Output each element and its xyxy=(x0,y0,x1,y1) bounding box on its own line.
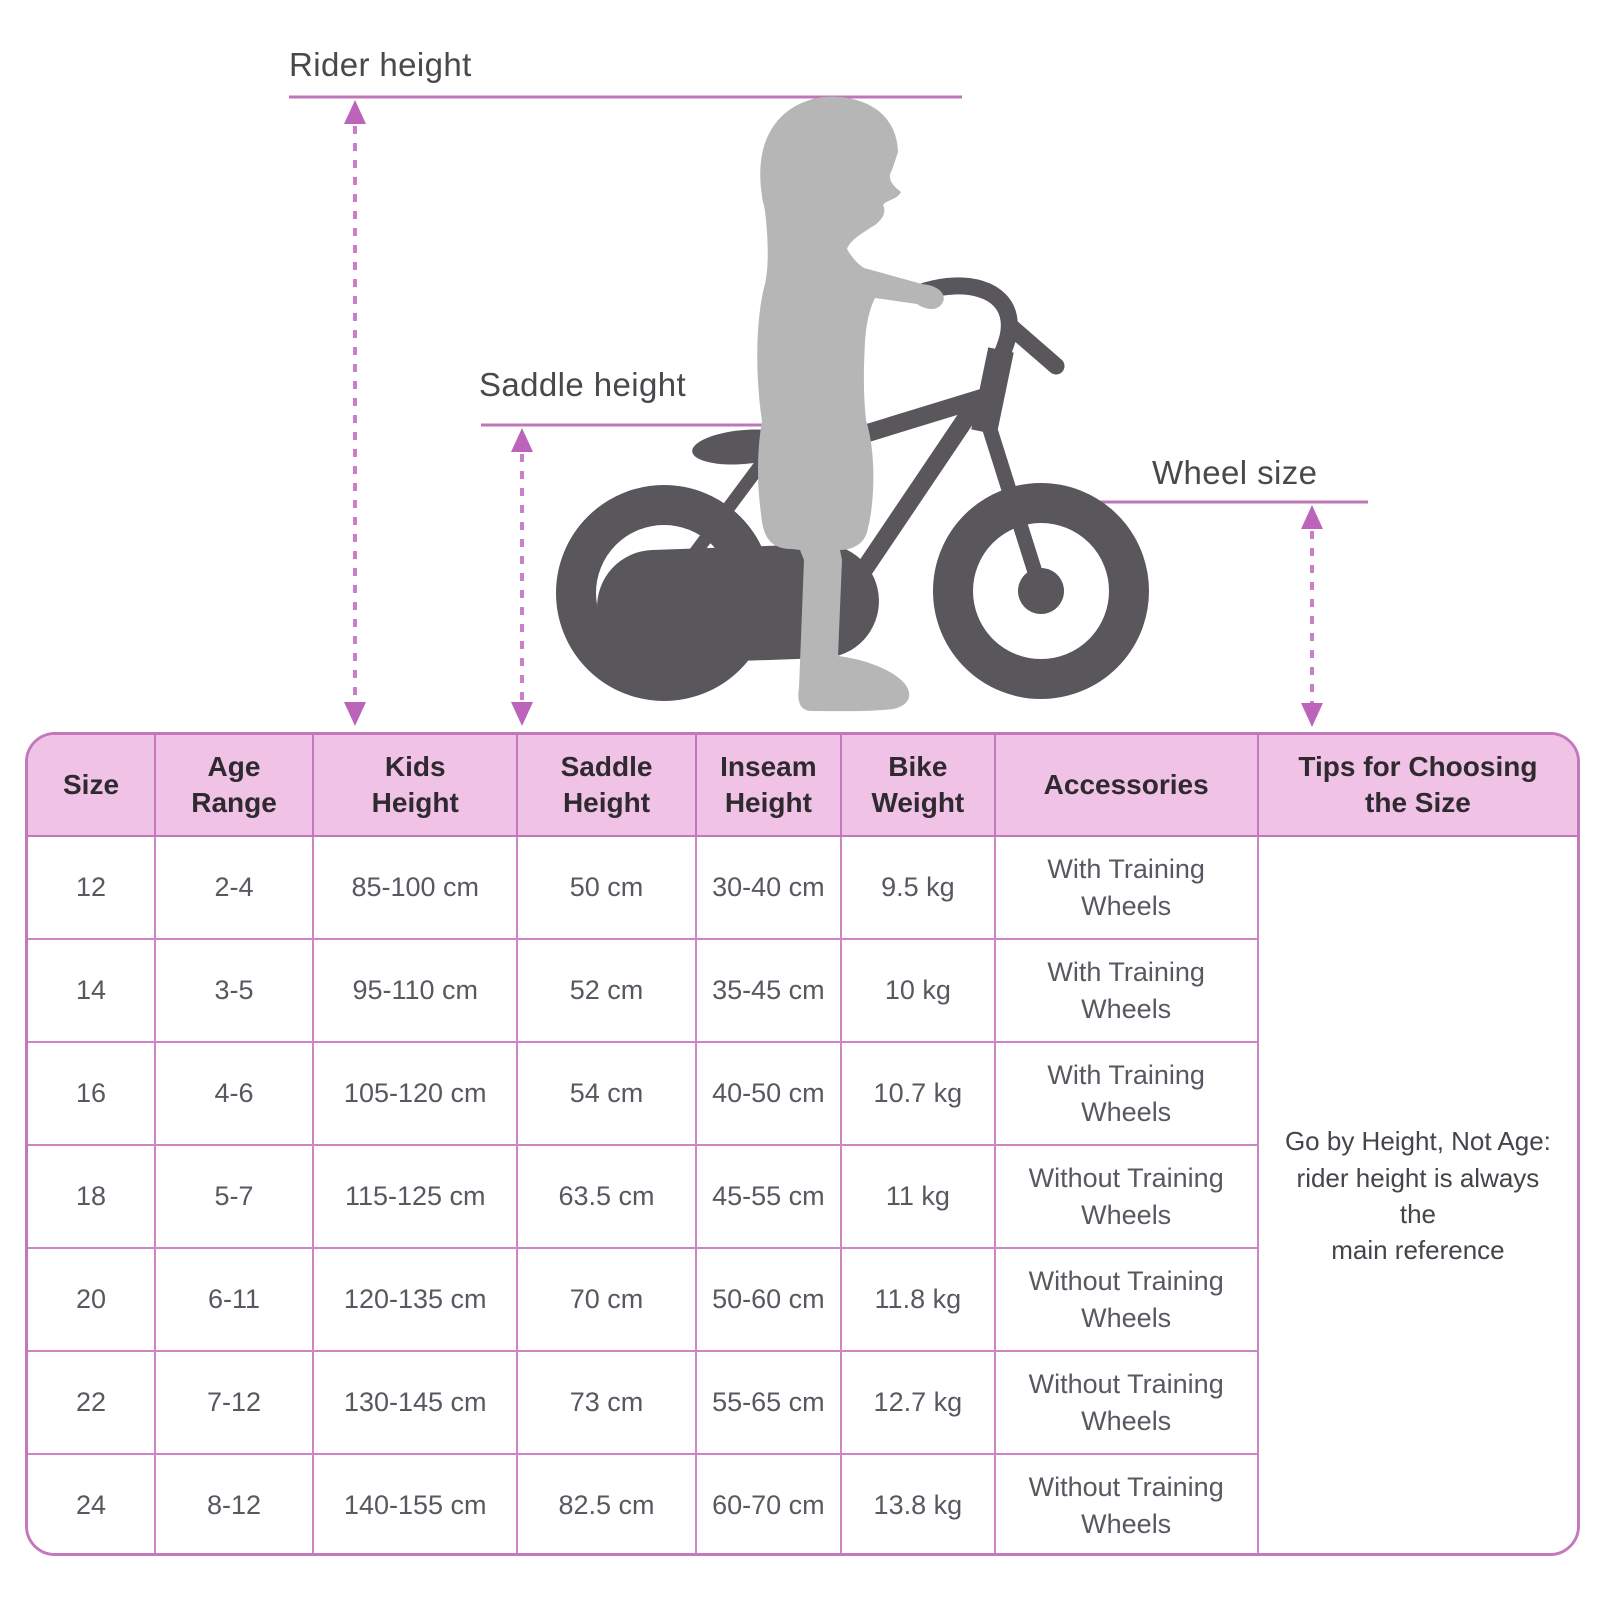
table-row: 20 6-11 120-135 cm 70 cm 50-60 cm 11.8 k… xyxy=(28,1247,1577,1352)
header-row: Size Age Range Kids Height Saddle Height… xyxy=(28,735,1577,837)
child-and-bike-illustration xyxy=(289,95,1368,727)
handlebar-grip xyxy=(1001,317,1065,375)
front-fork xyxy=(979,417,1049,594)
saddle-height-arrow xyxy=(511,428,533,726)
inseam-cell: 30-40 cm xyxy=(694,835,843,940)
size-cell: 20 xyxy=(28,1247,157,1352)
table-row: 18 5-7 115-125 cm 63.5 cm 45-55 cm 11 kg… xyxy=(28,1144,1577,1249)
col-header-saddle-height: Saddle Height xyxy=(516,735,697,837)
down-tube xyxy=(843,396,985,595)
saddle-cell: 50 cm xyxy=(516,835,697,940)
inseam-cell: 40-50 cm xyxy=(694,1041,843,1146)
size-cell: 22 xyxy=(28,1350,157,1455)
kids-height-cell: 95-110 cm xyxy=(311,938,519,1043)
child-silhouette xyxy=(757,96,944,712)
rider-height-label: Rider height xyxy=(289,46,472,83)
inseam-cell: 45-55 cm xyxy=(694,1144,843,1249)
accessories-cell: With Training Wheels xyxy=(993,938,1259,1043)
kids-height-cell: 130-145 cm xyxy=(311,1350,519,1455)
wheel-size-label: Wheel size xyxy=(1152,454,1318,491)
front-wheel xyxy=(933,483,1149,699)
kids-height-cell: 105-120 cm xyxy=(311,1041,519,1146)
size-cell: 18 xyxy=(28,1144,157,1249)
kids-height-cell: 85-100 cm xyxy=(311,835,519,940)
saddle-cell: 70 cm xyxy=(516,1247,697,1352)
size-cell: 12 xyxy=(28,835,157,940)
age-cell: 2-4 xyxy=(154,835,314,940)
accessories-cell: With Training Wheels xyxy=(993,1041,1259,1146)
weight-cell: 11 kg xyxy=(840,1144,996,1249)
weight-cell: 11.8 kg xyxy=(840,1247,996,1352)
table-row: 14 3-5 95-110 cm 52 cm 35-45 cm 10 kg Wi… xyxy=(28,938,1577,1043)
rider-height-arrow xyxy=(344,100,366,726)
handlebar xyxy=(916,277,1018,371)
saddle-height-label: Saddle height xyxy=(479,366,687,403)
size-cell: 14 xyxy=(28,938,157,1043)
pedal xyxy=(645,648,707,700)
col-header-accessories: Accessories xyxy=(993,735,1259,837)
saddle-cell: 73 cm xyxy=(516,1350,697,1455)
tips-cell: Go by Height, Not Age: rider height is a… xyxy=(1256,835,1577,1553)
accessories-cell: With Training Wheels xyxy=(993,835,1259,940)
weight-cell: 12.7 kg xyxy=(840,1350,996,1455)
age-cell: 7-12 xyxy=(154,1350,314,1455)
size-cell: 24 xyxy=(28,1453,157,1553)
table-row: 22 7-12 130-145 cm 73 cm 55-65 cm 12.7 k… xyxy=(28,1350,1577,1455)
age-cell: 5-7 xyxy=(154,1144,314,1249)
inseam-cell: 55-65 cm xyxy=(694,1350,843,1455)
col-header-tips: Tips for Choosing the Size xyxy=(1256,735,1577,837)
inseam-cell: 50-60 cm xyxy=(694,1247,843,1352)
age-cell: 3-5 xyxy=(154,938,314,1043)
size-chart: Size Age Range Kids Height Saddle Height… xyxy=(28,735,1577,1553)
saddle-cell: 52 cm xyxy=(516,938,697,1043)
weight-cell: 10 kg xyxy=(840,938,996,1043)
weight-cell: 9.5 kg xyxy=(840,835,996,940)
col-header-inseam-height: Inseam Height xyxy=(694,735,843,837)
saddle-cell: 63.5 cm xyxy=(516,1144,697,1249)
inseam-cell: 60-70 cm xyxy=(694,1453,843,1553)
kids-height-cell: 115-125 cm xyxy=(311,1144,519,1249)
col-header-kids-height: Kids Height xyxy=(311,735,519,837)
accessories-cell: Without Training Wheels xyxy=(993,1453,1259,1553)
size-chart-table: Size Age Range Kids Height Saddle Height… xyxy=(25,732,1580,1556)
col-header-age-range: Age Range xyxy=(154,735,314,837)
weight-cell: 10.7 kg xyxy=(840,1041,996,1146)
col-header-size: Size xyxy=(28,735,157,837)
age-cell: 6-11 xyxy=(154,1247,314,1352)
bike-silhouette xyxy=(556,277,1149,701)
weight-cell: 13.8 kg xyxy=(840,1453,996,1553)
wheel-size-arrow xyxy=(1301,505,1323,727)
accessories-cell: Without Training Wheels xyxy=(993,1350,1259,1455)
kids-height-cell: 120-135 cm xyxy=(311,1247,519,1352)
kids-height-cell: 140-155 cm xyxy=(311,1453,519,1553)
col-header-bike-weight: Bike Weight xyxy=(840,735,996,837)
age-cell: 4-6 xyxy=(154,1041,314,1146)
accessories-cell: Without Training Wheels xyxy=(993,1144,1259,1249)
size-cell: 16 xyxy=(28,1041,157,1146)
table-row: 16 4-6 105-120 cm 54 cm 40-50 cm 10.7 kg… xyxy=(28,1041,1577,1146)
saddle-cell: 54 cm xyxy=(516,1041,697,1146)
inseam-cell: 35-45 cm xyxy=(694,938,843,1043)
accessories-cell: Without Training Wheels xyxy=(993,1247,1259,1352)
table-row: 24 8-12 140-155 cm 82.5 cm 60-70 cm 13.8… xyxy=(28,1453,1577,1553)
table-row: 12 2-4 85-100 cm 50 cm 30-40 cm 9.5 kg W… xyxy=(28,835,1577,1553)
age-cell: 8-12 xyxy=(154,1453,314,1553)
saddle-cell: 82.5 cm xyxy=(516,1453,697,1553)
